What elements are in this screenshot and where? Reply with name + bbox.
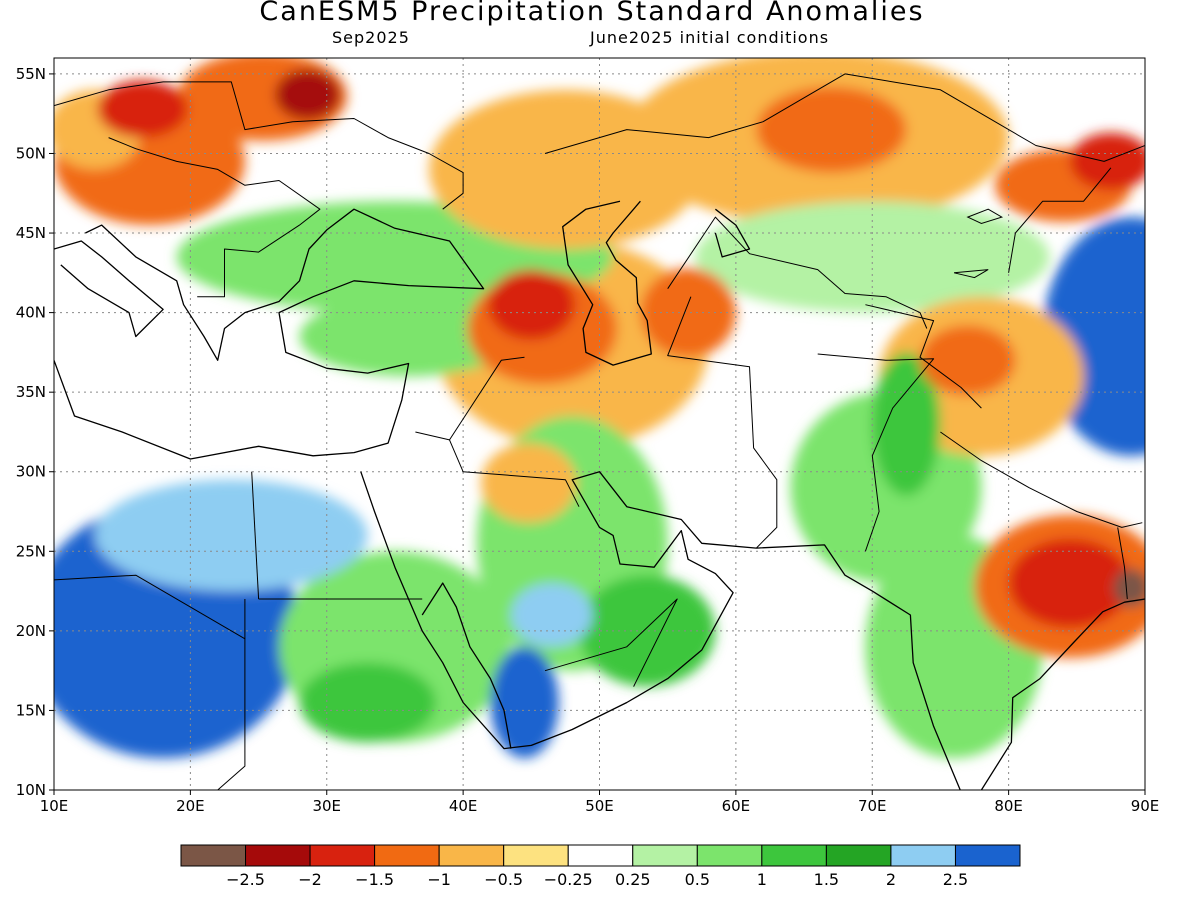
lon-tick-label: 30E: [312, 797, 341, 815]
country-border: [667, 216, 928, 329]
country-border: [940, 431, 1143, 528]
axis-ticks: 10E 20E 30E 40E 50E 60E 70E 80E 90E 10N 15N 20N 25N 3…: [16, 65, 1160, 815]
anomaly-region: [640, 268, 736, 358]
anomaly-region: [97, 80, 188, 138]
map-gridlines: [54, 58, 1145, 790]
country-border: [865, 304, 982, 409]
colorbar-label: 2.5: [943, 870, 968, 889]
anomaly-region: [94, 479, 368, 592]
lon-tick-label: 20E: [176, 797, 205, 815]
anomaly-region: [1008, 538, 1132, 628]
country-border: [667, 296, 778, 549]
country-border: [415, 356, 525, 441]
colorbar-swatch: [761, 844, 827, 867]
country-border: [54, 81, 464, 210]
lake-outline: [966, 208, 1004, 225]
anomaly-region: [919, 325, 1016, 396]
lon-tick-label: 70E: [858, 797, 887, 815]
colorbar-label: 0.25: [615, 870, 651, 889]
anomaly-region: [510, 583, 593, 647]
colorbar-swatch: [374, 844, 440, 867]
country-border: [544, 598, 678, 687]
lon-tick-label: 80E: [994, 797, 1023, 815]
country-border: [54, 574, 246, 640]
lon-tick-label: 60E: [722, 797, 751, 815]
colorbar-swatch: [180, 844, 247, 867]
colorbar-label: 2: [886, 870, 896, 889]
anomaly-region: [274, 69, 341, 121]
lon-tick-label: 40E: [449, 797, 478, 815]
coastline: [54, 208, 485, 460]
colorbar-swatch: [632, 844, 698, 867]
country-border: [108, 137, 321, 298]
anomaly-region: [756, 86, 907, 173]
lat-tick-label: 45N: [16, 224, 46, 242]
colorbar-label: −1: [427, 870, 451, 889]
initial-conditions-label: June2025 initial conditions: [590, 28, 830, 47]
colorbar-swatch: [245, 844, 311, 867]
country-border: [1008, 167, 1112, 273]
colorbar-label: −2.5: [226, 870, 265, 889]
anomaly-region: [299, 662, 436, 743]
country-border: [544, 73, 1145, 162]
country-border: [817, 353, 935, 552]
lon-tick-label: 10E: [40, 797, 69, 815]
colorbar-label: 1: [757, 870, 767, 889]
country-border: [449, 439, 580, 507]
lake-outline: [953, 269, 989, 279]
colorbar-label: 1.5: [814, 870, 839, 889]
coastline: [54, 240, 164, 338]
valid-month-label: Sep2025: [332, 28, 410, 47]
lat-tick-label: 55N: [16, 65, 46, 83]
country-border: [1117, 527, 1128, 600]
lat-tick-label: 50N: [16, 144, 46, 162]
lat-tick-label: 40N: [16, 304, 46, 322]
anomaly-region: [480, 443, 577, 523]
anomaly-region: [1070, 132, 1145, 191]
anomaly-blobs: [54, 58, 1145, 759]
lat-tick-label: 25N: [16, 542, 46, 560]
coastline: [980, 598, 1145, 790]
lon-tick-label: 50E: [585, 797, 614, 815]
lat-tick-label: 10N: [16, 781, 46, 799]
colorbar-label: −2: [298, 870, 322, 889]
lat-tick-label: 15N: [16, 701, 46, 719]
colorbar-swatch: [438, 844, 505, 867]
colorbar-swatch: [954, 844, 1021, 867]
colorbar-swatch: [696, 844, 763, 867]
anomaly-region: [579, 575, 716, 687]
colorbar-label: 0.5: [685, 870, 710, 889]
colorbar-swatch: [567, 844, 634, 867]
colorbar-swatch: [309, 844, 376, 867]
coastline: [562, 200, 652, 366]
colorbar-swatch: [825, 844, 892, 867]
coastline: [714, 208, 751, 258]
colorbar-label: −0.5: [484, 870, 523, 889]
colorbar-label: −0.25: [544, 870, 593, 889]
anomaly-region: [487, 269, 575, 340]
colorbar: −2.5 −2 −1.5 −1 −0.5 −0.25 0.25 0.5 1 1.5 2 2.5: [180, 844, 1021, 889]
map-title: CanESM5 Precipitation Standard Anomalies: [259, 0, 925, 27]
lon-tick-label: 90E: [1131, 797, 1160, 815]
colorbar-swatch: [503, 844, 569, 867]
country-border: [217, 638, 246, 790]
lat-tick-label: 35N: [16, 383, 46, 401]
anomaly-field: [54, 58, 1145, 759]
lat-tick-label: 30N: [16, 463, 46, 481]
country-border: [251, 471, 260, 600]
colorbar-label: −1.5: [355, 870, 394, 889]
lat-tick-label: 20N: [16, 622, 46, 640]
coastline: [360, 471, 961, 790]
map-outlines: [54, 73, 1145, 790]
coastline: [421, 582, 512, 749]
anomaly-region: [1113, 568, 1145, 607]
anomaly-region: [872, 352, 941, 496]
colorbar-swatch: [890, 844, 956, 867]
